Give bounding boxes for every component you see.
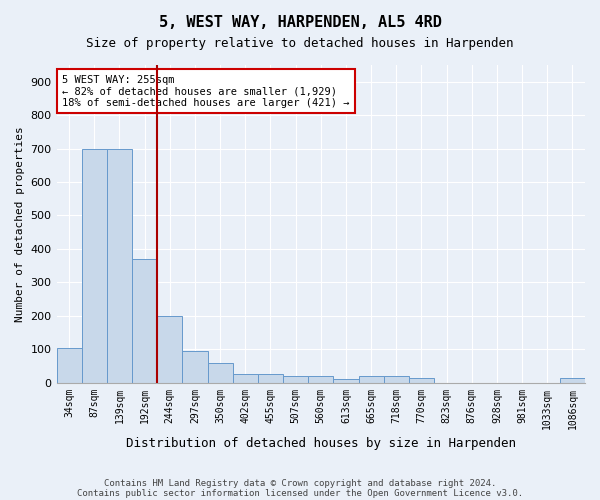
X-axis label: Distribution of detached houses by size in Harpenden: Distribution of detached houses by size … bbox=[126, 437, 516, 450]
Bar bbox=[334, 380, 359, 382]
Bar bbox=[82, 148, 107, 382]
Text: Contains public sector information licensed under the Open Government Licence v3: Contains public sector information licen… bbox=[77, 488, 523, 498]
Bar bbox=[409, 378, 434, 382]
Text: 5, WEST WAY, HARPENDEN, AL5 4RD: 5, WEST WAY, HARPENDEN, AL5 4RD bbox=[158, 15, 442, 30]
Text: 5 WEST WAY: 255sqm
← 82% of detached houses are smaller (1,929)
18% of semi-deta: 5 WEST WAY: 255sqm ← 82% of detached hou… bbox=[62, 74, 349, 108]
Bar bbox=[283, 376, 308, 382]
Bar bbox=[308, 376, 334, 382]
Text: Contains HM Land Registry data © Crown copyright and database right 2024.: Contains HM Land Registry data © Crown c… bbox=[104, 478, 496, 488]
Bar bbox=[132, 259, 157, 382]
Y-axis label: Number of detached properties: Number of detached properties bbox=[15, 126, 25, 322]
Bar bbox=[258, 374, 283, 382]
Bar bbox=[560, 378, 585, 382]
Bar bbox=[233, 374, 258, 382]
Bar bbox=[56, 348, 82, 382]
Text: Size of property relative to detached houses in Harpenden: Size of property relative to detached ho… bbox=[86, 38, 514, 51]
Bar bbox=[107, 148, 132, 382]
Bar bbox=[208, 362, 233, 382]
Bar bbox=[359, 376, 383, 382]
Bar bbox=[182, 351, 208, 382]
Bar bbox=[383, 376, 409, 382]
Bar bbox=[157, 316, 182, 382]
